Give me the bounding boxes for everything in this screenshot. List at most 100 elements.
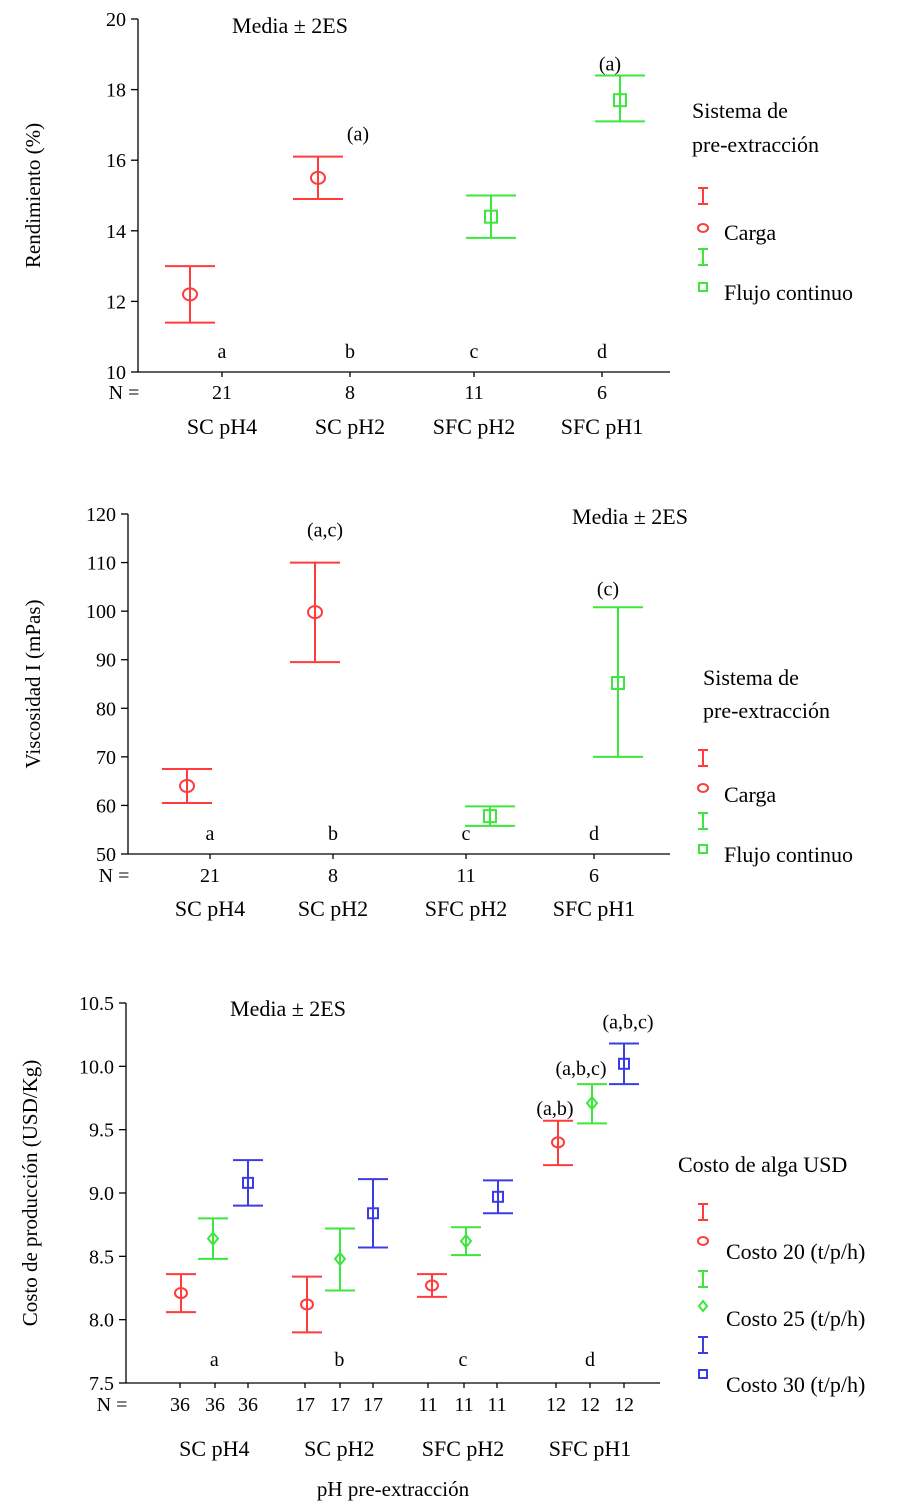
mean-point: [174, 1287, 188, 1300]
legend-entry: Carga: [724, 220, 776, 245]
annotation-label: Media ± 2ES: [230, 996, 346, 1021]
legend-entry: Costo 20 (t/p/h): [726, 1239, 865, 1264]
legend-title: pre-extracción: [703, 698, 830, 723]
group-letter: d: [589, 823, 599, 845]
significance-label: (a): [599, 53, 621, 75]
y-axis-label: Costo de producción (USD/Kg): [18, 1060, 42, 1327]
significance-label: (a,b,c): [602, 1012, 653, 1034]
category-label: SC pH2: [298, 896, 368, 921]
y-axis-label: Rendimiento (%): [21, 123, 45, 268]
legend-marker-icon: [697, 223, 709, 233]
n-label: 8: [345, 382, 355, 404]
chart-panel-3: 7.5 8.0 8.5 9.0 9.5 10.0 10.5 Costo de producci…: [18, 993, 866, 1501]
group-letter: d: [597, 341, 607, 363]
mean-point: [182, 287, 198, 302]
y-tick-label: 110: [87, 553, 116, 575]
significance-label: (c): [597, 578, 619, 600]
chart-panel-1: 10 12 14 16 18 20 Rendimiento (%) Media ± 2ES N …: [21, 9, 853, 439]
legend-title: Sistema de: [703, 665, 799, 690]
legend-entry: Flujo continuo: [724, 280, 853, 305]
annotation-label: Media ± 2ES: [572, 504, 688, 529]
mean-point: [307, 605, 323, 620]
legend-title: Sistema de: [692, 98, 788, 123]
y-tick-label: 20: [106, 9, 126, 31]
mean-point: [179, 779, 195, 793]
n-prefix-label: N =: [97, 1394, 128, 1416]
legend-marker-icon: [698, 1369, 708, 1379]
group-letter: b: [334, 1349, 344, 1371]
n-prefix-label: N =: [109, 382, 140, 404]
annotation-label: Media ± 2ES: [232, 13, 348, 38]
y-tick-label: 80: [96, 698, 116, 720]
category-label: SFC pH2: [433, 414, 516, 439]
y-tick-label: 14: [106, 221, 126, 243]
significance-label: (a,b): [536, 1098, 573, 1120]
significance-label: (a): [347, 124, 369, 146]
mean-point: [367, 1207, 379, 1220]
mean-point: [492, 1190, 504, 1203]
mean-point: [551, 1136, 565, 1149]
n-label: 36: [205, 1394, 225, 1416]
category-label: SFC pH1: [553, 896, 636, 921]
n-label: 11: [487, 1394, 506, 1416]
category-label: SC pH4: [187, 414, 257, 439]
mean-point: [483, 809, 497, 824]
y-tick-label: 8.5: [89, 1246, 114, 1268]
n-label: 6: [589, 865, 599, 887]
mean-point: [585, 1095, 599, 1111]
legend-marker-icon: [698, 282, 708, 292]
n-label: 17: [330, 1394, 350, 1416]
y-tick-label: 100: [86, 601, 116, 623]
significance-label: (a,c): [307, 520, 343, 542]
group-letter: c: [459, 1349, 468, 1371]
category-label: SC pH2: [315, 414, 385, 439]
significance-label: (a,b,c): [555, 1058, 606, 1080]
n-label: 11: [454, 1394, 473, 1416]
series-2: (a): [466, 53, 645, 239]
n-label: 21: [212, 382, 232, 404]
mean-point: [484, 209, 498, 224]
series-3: (a,b,c): [233, 1012, 654, 1249]
category-label: SFC pH1: [549, 1436, 632, 1461]
legend-entry: Carga: [724, 782, 776, 807]
y-tick-label: 18: [106, 80, 126, 102]
x-axis-label: pH pre-extracción: [317, 1477, 470, 1501]
category-label: SC pH4: [175, 896, 245, 921]
n-label: 11: [456, 865, 475, 887]
n-label: 36: [170, 1394, 190, 1416]
y-tick-label: 7.5: [89, 1373, 114, 1395]
y-tick-label: 60: [96, 795, 116, 817]
series-2: (c): [465, 578, 643, 827]
legend: Sistema de pre-extracción Carga Flujo conti…: [692, 98, 853, 305]
group-letter: a: [206, 823, 215, 845]
n-label: 21: [200, 865, 220, 887]
category-label: SC pH2: [304, 1436, 374, 1461]
y-tick-label: 90: [96, 650, 116, 672]
legend-entry: Costo 30 (t/p/h): [726, 1372, 865, 1397]
group-letter: d: [585, 1349, 595, 1371]
n-label: 12: [546, 1394, 566, 1416]
y-tick-label: 9.0: [89, 1183, 114, 1205]
y-tick-label: 8.0: [89, 1310, 114, 1332]
legend-marker-icon: [697, 1236, 709, 1246]
mean-point: [206, 1231, 220, 1247]
category-label: SFC pH2: [425, 896, 508, 921]
group-letter: c: [470, 341, 479, 363]
category-label: SFC pH2: [422, 1436, 505, 1461]
mean-point: [310, 170, 326, 185]
mean-point: [611, 676, 625, 691]
series-1: (a,b): [166, 1098, 574, 1334]
series-2: (a,b,c): [198, 1058, 607, 1292]
group-letter: a: [218, 341, 227, 363]
n-label: 17: [363, 1394, 383, 1416]
y-tick-label: 10.0: [79, 1056, 114, 1078]
mean-point: [333, 1251, 347, 1267]
group-letter: b: [328, 823, 338, 845]
series-1: (a,c): [162, 520, 343, 804]
n-prefix-label: N =: [99, 865, 130, 887]
n-label: 11: [418, 1394, 437, 1416]
legend-entry: Flujo continuo: [724, 842, 853, 867]
mean-point: [613, 93, 627, 108]
n-label: 12: [614, 1394, 634, 1416]
